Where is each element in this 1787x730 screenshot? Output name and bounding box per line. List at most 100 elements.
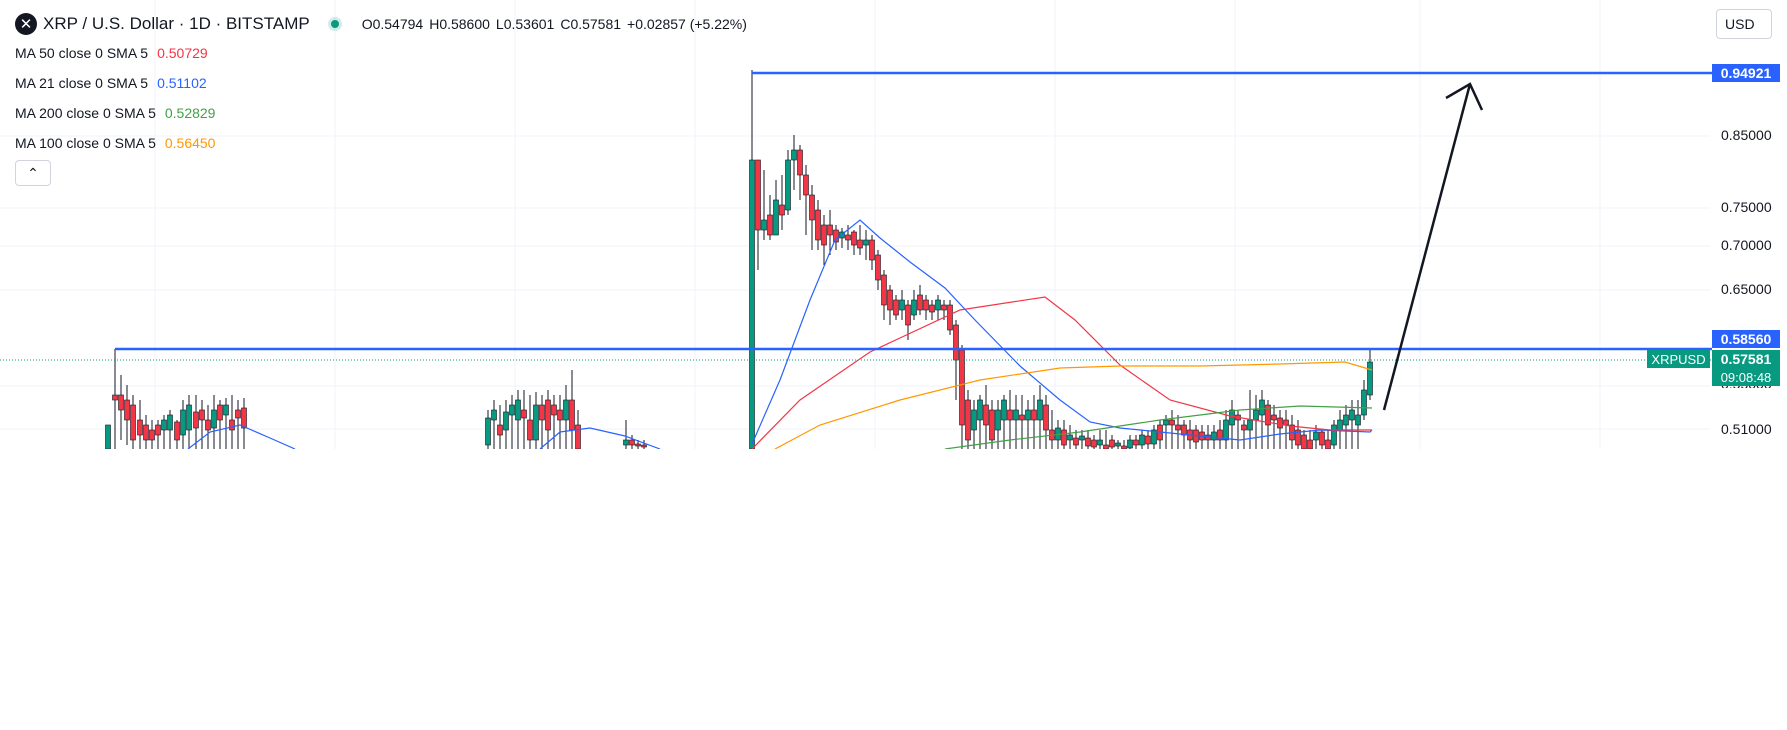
candle-body bbox=[893, 299, 899, 316]
candle-body bbox=[130, 404, 136, 441]
indicator-label: MA 21 close 0 SMA 5 bbox=[15, 75, 149, 91]
bar-countdown: 09:08:48 bbox=[1712, 368, 1780, 386]
candle-body bbox=[755, 159, 761, 231]
candle-body bbox=[223, 404, 229, 416]
candle-body bbox=[167, 414, 173, 431]
candle-body bbox=[575, 424, 581, 449]
indicator-value: 0.52829 bbox=[164, 105, 216, 121]
candle-body bbox=[1001, 399, 1007, 421]
price-chart[interactable] bbox=[0, 0, 1787, 449]
ohlc-open: O0.54794 bbox=[361, 16, 424, 32]
indicator-ma-50[interactable]: MA 50 close 0 SMA 5 0.50729 bbox=[15, 38, 747, 68]
candle-body bbox=[174, 421, 180, 441]
candle-body bbox=[1151, 429, 1157, 445]
candle-body bbox=[953, 324, 959, 361]
candle-body bbox=[155, 424, 161, 436]
candle-body bbox=[124, 399, 130, 421]
candle-body bbox=[773, 199, 779, 236]
symbol-title[interactable]: XRP / U.S. Dollar · 1D · BITSTAMP bbox=[43, 14, 310, 33]
symbol-price-label: XRPUSD bbox=[1647, 350, 1710, 368]
candle-body bbox=[749, 159, 755, 449]
candle-body bbox=[827, 224, 833, 236]
candle-body bbox=[551, 404, 557, 416]
candle-body bbox=[1253, 409, 1259, 421]
candle-body bbox=[875, 254, 881, 281]
candle-body bbox=[485, 417, 491, 446]
candle-body bbox=[1013, 409, 1019, 421]
candle-body bbox=[995, 409, 1001, 431]
candle-body bbox=[899, 299, 905, 311]
candle-body bbox=[803, 174, 809, 196]
candle-body bbox=[1115, 442, 1121, 447]
candle-body bbox=[1127, 439, 1133, 449]
candle-body bbox=[1097, 439, 1103, 446]
chart-area[interactable]: ✕ XRP / U.S. Dollar · 1D · BITSTAMP O0.5… bbox=[0, 0, 1787, 449]
candle-body bbox=[1163, 419, 1169, 426]
candle-body bbox=[1319, 431, 1325, 446]
indicator-ma-100[interactable]: MA 100 close 0 SMA 5 0.56450 bbox=[15, 128, 747, 158]
candle-body bbox=[563, 399, 569, 421]
candle-body bbox=[515, 399, 521, 421]
market-status-icon[interactable] bbox=[327, 17, 342, 31]
indicator-label: MA 50 close 0 SMA 5 bbox=[15, 45, 149, 61]
indicator-value: 0.56450 bbox=[164, 135, 216, 151]
candle-body bbox=[1343, 414, 1349, 426]
candle-body bbox=[186, 404, 192, 431]
candle-body bbox=[1085, 437, 1091, 447]
candle-body bbox=[509, 404, 515, 416]
candle-body bbox=[1331, 424, 1337, 446]
candle-body bbox=[1307, 439, 1313, 449]
candle-body bbox=[809, 194, 815, 221]
ma-21-line bbox=[187, 424, 296, 449]
currency-selector[interactable]: USD bbox=[1716, 9, 1772, 39]
indicator-label: MA 200 close 0 SMA 5 bbox=[15, 105, 156, 121]
ma-21-line bbox=[751, 219, 1373, 445]
candle-body bbox=[1139, 434, 1145, 446]
candle-body bbox=[105, 424, 111, 449]
arrow-annotation[interactable] bbox=[1382, 82, 1484, 411]
candle-body bbox=[1169, 419, 1175, 426]
ohlc-low: L0.53601 bbox=[495, 16, 555, 32]
candle-body bbox=[1223, 419, 1229, 441]
candle-body bbox=[833, 229, 839, 243]
candle-body bbox=[1211, 431, 1217, 441]
candle-body bbox=[1295, 429, 1301, 446]
candle-body bbox=[983, 404, 989, 426]
high-level-tag[interactable]: 0.94921 bbox=[1712, 64, 1780, 82]
candle-body bbox=[989, 409, 995, 441]
candle-body bbox=[1073, 437, 1079, 446]
chart-legend: ✕ XRP / U.S. Dollar · 1D · BITSTAMP O0.5… bbox=[15, 12, 747, 158]
candle-body bbox=[767, 214, 773, 236]
candle-body bbox=[557, 409, 563, 421]
candle-body bbox=[241, 407, 247, 429]
candle-body bbox=[923, 299, 929, 311]
ohlc-high: H0.58600 bbox=[429, 16, 490, 32]
ma-100-line bbox=[774, 361, 1373, 449]
ma-21-line bbox=[539, 427, 661, 449]
candle-body bbox=[229, 419, 235, 431]
indicator-ma-21[interactable]: MA 21 close 0 SMA 5 0.51102 bbox=[15, 68, 747, 98]
candle-body bbox=[1043, 404, 1049, 431]
candle-body bbox=[1091, 439, 1097, 448]
candle-body bbox=[1007, 409, 1013, 421]
candle-body bbox=[217, 404, 223, 421]
candle-body bbox=[539, 404, 545, 421]
candle-body bbox=[521, 409, 527, 419]
candle-body bbox=[1337, 419, 1343, 431]
last-price-tag: 0.57581 bbox=[1712, 350, 1780, 368]
candle-body bbox=[779, 204, 785, 216]
collapse-legend-button[interactable]: ⌃ bbox=[15, 160, 51, 186]
candle-body bbox=[851, 231, 857, 246]
candle-body bbox=[569, 399, 575, 431]
candle-body bbox=[1325, 439, 1331, 449]
candle-body bbox=[1247, 419, 1253, 431]
candle-body bbox=[623, 439, 629, 446]
candle-body bbox=[887, 289, 893, 311]
candle-body bbox=[1103, 444, 1109, 449]
x-icon: ✕ bbox=[15, 13, 37, 35]
candle-body bbox=[1229, 409, 1235, 426]
candle-body bbox=[137, 419, 143, 436]
indicator-ma-200[interactable]: MA 200 close 0 SMA 5 0.52829 bbox=[15, 98, 747, 128]
resistance-level-tag[interactable]: 0.58560 bbox=[1712, 330, 1780, 348]
candle-body bbox=[503, 411, 509, 431]
